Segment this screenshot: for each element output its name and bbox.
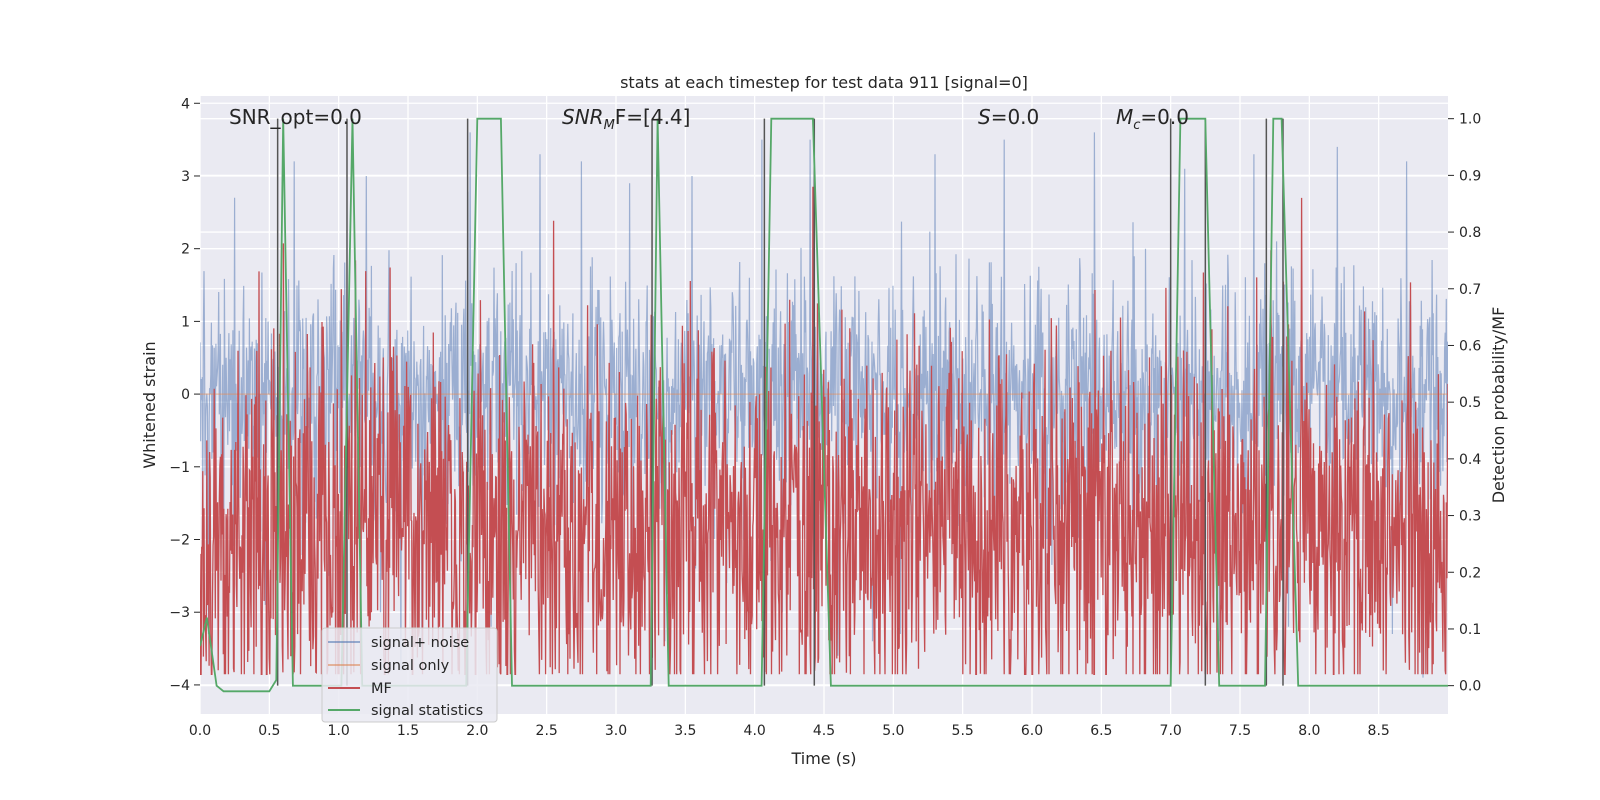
y2-tick-label: 0.9 [1459,168,1481,184]
y-axis-label: Whitened strain [140,341,159,468]
y-tick-label: −1 [169,460,190,476]
y2-tick-label: 0.4 [1459,452,1481,468]
y2-axis-label: Detection probability/MF [1489,307,1508,504]
series-layer [200,117,1448,693]
y2-tick-label: 0.8 [1459,225,1481,241]
legend-label-stats: signal statistics [371,703,483,719]
x-tick-label: 2.0 [466,723,488,739]
annotation-mc-italic: M [1116,105,1133,129]
x-tick-label: 6.5 [1090,723,1112,739]
x-tick-label: 5.5 [952,723,974,739]
y2-tick-label: 0.7 [1459,282,1481,298]
y2-tick-label: 0.5 [1459,395,1481,411]
x-tick-label: 3.5 [674,723,696,739]
legend-label-signal: signal only [371,658,450,674]
y-tick-label: 4 [181,96,190,112]
y2-tick-label: 0.3 [1459,509,1481,525]
y-tick-label: 1 [181,314,190,330]
y2-tick-label: 0.6 [1459,338,1481,354]
y2-tick-label: 0.0 [1459,679,1481,695]
annotation-s-rest: =0.0 [991,105,1040,129]
annotation-snr-opt-text: SNR_opt=0.0 [229,105,362,129]
x-tick-label: 8.0 [1298,723,1320,739]
y-tick-label: −4 [169,678,190,694]
series-mf [200,186,1448,675]
y-tick-label: −3 [169,605,190,621]
x-tick-label: 5.0 [882,723,904,739]
y2-tick-labels: 1.0 0.9 0.8 0.7 0.6 0.5 0.4 0.3 0.2 0.1 0.0 [1448,112,1481,695]
annotation-snr-mf-sub: M [604,118,615,133]
chart-title: stats at each timestep for test data 911… [620,73,1028,92]
x-tick-label: 7.0 [1160,723,1182,739]
x-tick-label: 4.0 [744,723,766,739]
annotation-s: S=0.0 [978,105,1039,129]
legend-label-noise: signal+ noise [371,635,469,651]
y2-tick-label: 0.2 [1459,565,1481,581]
annotation-mc: Mc=0.0 [1116,105,1189,133]
y2-tick-label: 0.1 [1459,622,1481,638]
annotation-snr-mf-italic: SNR [562,105,604,129]
x-tick-label: 4.5 [813,723,835,739]
series-signal-statistics [200,117,1448,693]
x-tick-labels: 0.0 0.5 1.0 1.5 2.0 2.5 3.0 3.5 4.0 4.5 5.0 5.5 6.0 6… [189,723,1390,739]
annotation-s-italic: S [978,105,991,129]
legend-box [321,627,498,723]
x-axis-label: Time (s) [790,749,856,768]
x-tick-label: 0.5 [258,723,280,739]
y-tick-label: 2 [181,242,190,258]
x-tick-label: 1.5 [397,723,419,739]
x-tick-label: 1.0 [328,723,350,739]
annotation-snr-mf-rest: F=[4.4] [615,105,691,129]
y-tick-label: 0 [181,387,190,403]
annotations: SNR_opt=0.0 SNRMF=[4.4] S=0.0 Mc=0.0 [229,105,1189,133]
y2-tick-label: 1.0 [1459,112,1481,128]
legend: signal+ noise signal only MF signal stat… [321,627,498,723]
y-tick-labels: 4 3 2 1 0 −1 −2 −3 −4 [169,96,200,694]
annotation-mc-rest: =0.0 [1140,105,1189,129]
annotation-mc-sub: c [1133,118,1140,133]
x-tick-label: 2.5 [536,723,558,739]
annotation-snr-mf: SNRMF=[4.4] [562,105,690,133]
x-tick-label: 7.5 [1229,723,1251,739]
x-tick-label: 0.0 [189,723,211,739]
x-tick-label: 6.0 [1021,723,1043,739]
x-tick-label: 8.5 [1368,723,1390,739]
y-tick-label: −2 [169,533,190,549]
y-tick-label: 3 [181,169,190,185]
x-tick-label: 3.0 [605,723,627,739]
legend-label-mf: MF [371,681,392,697]
annotation-snr-opt: SNR_opt=0.0 [229,105,362,129]
